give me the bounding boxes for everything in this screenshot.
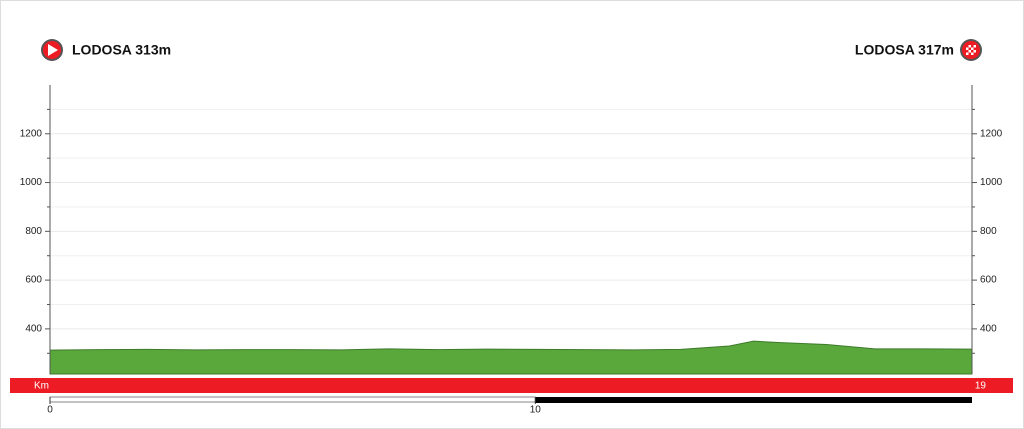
y-tick-label: 1200 (980, 128, 1003, 139)
finish-icon (960, 39, 982, 61)
scale-bar (535, 397, 972, 403)
y-tick-label: 600 (980, 275, 997, 286)
x-tick-label: 10 (530, 405, 542, 416)
x-label: Km (34, 381, 49, 392)
y-tick-label: 1200 (20, 128, 43, 139)
finish-label: LODOSA 317m (855, 42, 954, 58)
x-end-label: 19 (975, 381, 987, 392)
y-tick-label: 1000 (980, 177, 1003, 188)
y-tick-label: 800 (25, 226, 42, 237)
y-tick-label: 400 (25, 324, 42, 335)
start-label: LODOSA 313m (72, 42, 171, 58)
elevation-area (49, 340, 973, 375)
start-icon (41, 39, 63, 61)
y-tick-label: 400 (980, 324, 997, 335)
y-tick-label: 800 (980, 226, 997, 237)
y-tick-label: 1000 (20, 177, 43, 188)
scale-bar (49, 396, 536, 403)
x-tick-label: 0 (47, 405, 53, 416)
y-tick-label: 600 (25, 275, 42, 286)
km-bar (10, 378, 1013, 393)
